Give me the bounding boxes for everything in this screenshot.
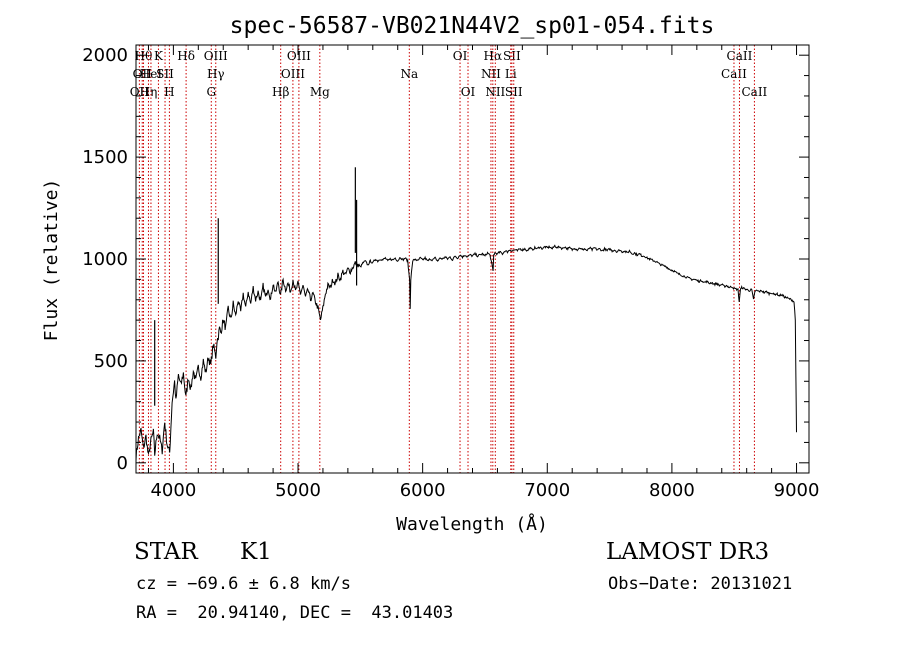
- line-label-oi: OI: [461, 85, 476, 99]
- line-label-nii: NII: [481, 67, 501, 81]
- line-label-hγ: Hγ: [207, 67, 225, 81]
- y-tick-label-500: 500: [94, 351, 128, 372]
- x-tick-label-4000: 4000: [150, 480, 196, 501]
- chart-title: spec-56587-VB021N44V2_sp01-054.fits: [230, 13, 715, 39]
- object-class: STAR: [134, 539, 198, 565]
- x-tick-label-7000: 7000: [524, 480, 570, 501]
- line-label-oii: OII: [130, 85, 150, 99]
- y-tick-label-1500: 1500: [82, 147, 128, 168]
- line-label-sii: SII: [503, 49, 521, 63]
- line-label-nii: NII: [485, 85, 505, 99]
- line-label-na: Na: [400, 67, 418, 81]
- observation-date: Obs−Date: 20131021: [608, 574, 793, 594]
- line-label-h: H: [164, 85, 174, 99]
- line-label-oiii: OIII: [287, 49, 311, 63]
- y-axis-label: Flux (relative): [41, 179, 62, 342]
- line-label-hθ: Hθ: [135, 49, 153, 63]
- object-subclass: K1: [240, 539, 272, 565]
- line-label-caii: CaII: [721, 67, 747, 81]
- line-label-hη: Hη: [140, 85, 158, 99]
- line-label-caii: CaII: [727, 49, 753, 63]
- redshift-readout: cz = −69.6 ± 6.8 km/s: [136, 574, 351, 594]
- x-tick-label-8000: 8000: [649, 480, 695, 501]
- x-tick-label-6000: 6000: [400, 480, 446, 501]
- line-label-oii: OII: [133, 67, 153, 81]
- spectral-line-markers: OII OII Hθ Hη HeI K SII H Hδ G OIII Hγ Hβ OIII OIII Mg N…: [130, 45, 768, 473]
- x-tick-label-9000: 9000: [774, 480, 820, 501]
- line-label-mg: Mg: [310, 85, 330, 99]
- plot-frame: [135, 44, 810, 474]
- line-label-g: G: [206, 85, 216, 99]
- y-tick-label-2000: 2000: [82, 45, 128, 66]
- x-axis-label: Wavelength (Å): [396, 513, 548, 535]
- spectrum-curve: [135, 167, 797, 461]
- line-label-caii: CaII: [741, 85, 767, 99]
- line-label-hβ: Hβ: [272, 85, 289, 99]
- line-label-li: Li: [505, 67, 517, 81]
- line-label-oi: OI: [453, 49, 468, 63]
- y-tick-label-1000: 1000: [82, 249, 128, 270]
- y-tick-label-0: 0: [117, 453, 128, 474]
- coordinates-readout: RA = 20.94140, DEC = 43.01403: [136, 603, 454, 623]
- line-label-hδ: Hδ: [177, 49, 195, 63]
- line-label-hei: HeI: [140, 67, 163, 81]
- line-label-oiii: OIII: [204, 49, 228, 63]
- line-label-hα: Hα: [484, 49, 503, 63]
- line-label-sii: SII: [156, 67, 174, 81]
- line-label-k: K: [154, 49, 164, 63]
- x-tick-label-5000: 5000: [275, 480, 321, 501]
- line-label-oiii: OIII: [281, 67, 305, 81]
- line-label-sii: SII: [505, 85, 523, 99]
- axes: 4000 5000 6000 7000 8000 9000 0 500 1000 1500 2000: [82, 45, 819, 501]
- survey-name: LAMOST DR3: [606, 539, 770, 565]
- spectrum-path: [135, 244, 797, 461]
